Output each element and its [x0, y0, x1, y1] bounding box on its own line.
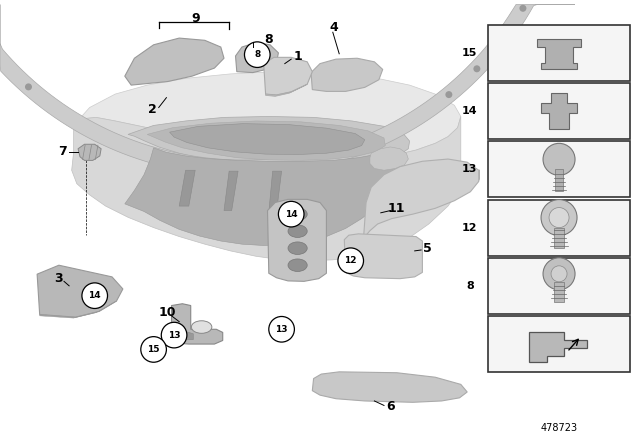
- Text: 2: 2: [148, 103, 157, 116]
- Polygon shape: [37, 265, 123, 317]
- Text: 7: 7: [58, 145, 67, 158]
- Polygon shape: [236, 43, 278, 73]
- Polygon shape: [541, 93, 577, 129]
- Bar: [554, 282, 564, 302]
- Polygon shape: [170, 124, 365, 155]
- Polygon shape: [537, 39, 581, 69]
- Text: 4: 4: [330, 21, 339, 34]
- FancyBboxPatch shape: [488, 25, 630, 81]
- Polygon shape: [72, 116, 461, 261]
- Text: 478723: 478723: [540, 423, 577, 433]
- Polygon shape: [344, 234, 422, 279]
- Circle shape: [551, 266, 567, 282]
- Text: 14: 14: [285, 210, 298, 219]
- FancyBboxPatch shape: [488, 142, 630, 197]
- Text: 10: 10: [159, 306, 177, 319]
- Ellipse shape: [288, 208, 307, 220]
- Polygon shape: [125, 38, 224, 85]
- Circle shape: [543, 143, 575, 175]
- Text: 8: 8: [254, 50, 260, 59]
- Circle shape: [141, 336, 166, 362]
- Text: 6: 6: [386, 400, 395, 414]
- Circle shape: [338, 248, 364, 274]
- Polygon shape: [269, 171, 282, 212]
- Text: 15: 15: [462, 48, 477, 58]
- Text: 3: 3: [54, 272, 63, 285]
- Text: 1: 1: [293, 49, 302, 63]
- Polygon shape: [264, 57, 312, 95]
- Polygon shape: [40, 301, 116, 318]
- Polygon shape: [529, 332, 587, 362]
- Text: 14: 14: [88, 291, 101, 300]
- Text: 5: 5: [423, 242, 432, 255]
- Circle shape: [244, 42, 270, 68]
- Polygon shape: [186, 332, 193, 340]
- Circle shape: [269, 316, 294, 342]
- Polygon shape: [0, 4, 575, 176]
- FancyBboxPatch shape: [488, 258, 630, 314]
- Text: 12: 12: [344, 256, 357, 265]
- Circle shape: [82, 283, 108, 309]
- FancyBboxPatch shape: [488, 83, 630, 139]
- Polygon shape: [364, 159, 479, 238]
- Polygon shape: [74, 72, 461, 159]
- Polygon shape: [266, 84, 307, 96]
- Polygon shape: [128, 116, 410, 167]
- Text: 12: 12: [462, 223, 477, 233]
- Text: 13: 13: [168, 331, 180, 340]
- Text: 15: 15: [147, 345, 160, 354]
- Text: 8: 8: [466, 281, 474, 291]
- Polygon shape: [312, 372, 467, 402]
- Text: 9: 9: [191, 12, 200, 26]
- Polygon shape: [224, 171, 238, 211]
- Bar: [554, 228, 564, 248]
- Circle shape: [278, 201, 304, 227]
- FancyBboxPatch shape: [488, 200, 630, 255]
- Text: 11: 11: [388, 202, 406, 215]
- Circle shape: [541, 200, 577, 236]
- Polygon shape: [78, 144, 101, 160]
- Circle shape: [25, 83, 32, 90]
- Polygon shape: [172, 304, 223, 344]
- Circle shape: [498, 36, 505, 43]
- Polygon shape: [147, 121, 385, 160]
- Circle shape: [161, 322, 187, 348]
- Circle shape: [549, 207, 569, 228]
- Text: 14: 14: [462, 106, 477, 116]
- Ellipse shape: [288, 225, 307, 237]
- Circle shape: [543, 258, 575, 290]
- Text: 13: 13: [275, 325, 288, 334]
- Polygon shape: [311, 58, 383, 91]
- Polygon shape: [125, 148, 400, 246]
- Text: 13: 13: [462, 164, 477, 174]
- Text: 8: 8: [264, 33, 273, 46]
- FancyBboxPatch shape: [488, 316, 630, 372]
- Ellipse shape: [191, 321, 212, 333]
- Bar: [555, 169, 563, 191]
- Ellipse shape: [288, 259, 307, 271]
- Circle shape: [474, 65, 481, 72]
- Circle shape: [520, 5, 527, 12]
- Polygon shape: [268, 199, 326, 281]
- Polygon shape: [479, 169, 480, 181]
- Polygon shape: [179, 170, 195, 206]
- Circle shape: [445, 91, 452, 98]
- Ellipse shape: [288, 242, 307, 254]
- Polygon shape: [370, 147, 408, 170]
